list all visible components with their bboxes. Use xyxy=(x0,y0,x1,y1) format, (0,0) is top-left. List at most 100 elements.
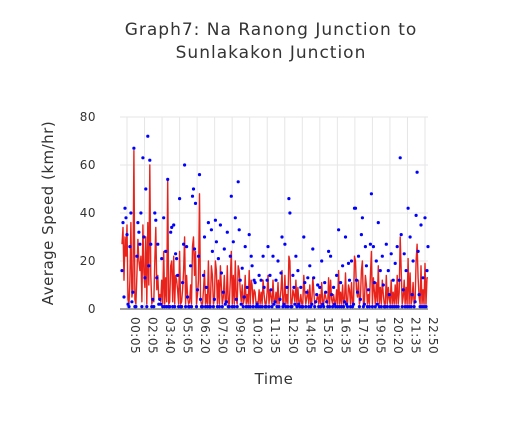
speed-point xyxy=(257,273,261,277)
speed-point xyxy=(354,278,359,282)
speed-point xyxy=(421,276,425,280)
speed-point xyxy=(355,290,360,294)
speed-point xyxy=(248,305,252,309)
speed-point xyxy=(138,242,142,246)
speed-point xyxy=(174,252,178,256)
speed-point xyxy=(380,254,384,258)
speed-point xyxy=(242,295,246,299)
speed-point xyxy=(166,177,170,181)
speed-point xyxy=(401,288,405,292)
speed-point xyxy=(220,305,224,309)
speed-point xyxy=(309,305,313,309)
speed-point xyxy=(416,249,420,253)
speed-point xyxy=(135,254,139,258)
speed-point xyxy=(146,134,150,138)
x-axis-ticks: 00:05 02:05 03:40 05:05 06:20 07:50 09:05 10:20… xyxy=(128,317,440,354)
x-tick-label: 20:20 xyxy=(391,317,405,354)
speed-point xyxy=(368,242,372,246)
speed-point xyxy=(267,305,271,309)
speed-point xyxy=(325,300,329,304)
speed-point xyxy=(231,240,235,244)
speed-point xyxy=(142,235,146,239)
speed-point xyxy=(130,300,134,304)
speed-point xyxy=(335,273,339,277)
speed-point xyxy=(360,216,364,220)
speed-point xyxy=(182,242,186,246)
speed-point xyxy=(357,305,361,309)
speed-point xyxy=(419,223,423,227)
speed-point xyxy=(358,297,362,301)
speed-point xyxy=(315,293,319,297)
speed-point xyxy=(308,264,312,268)
x-tick-label: 10:20 xyxy=(251,317,265,354)
speed-point xyxy=(164,249,168,253)
speed-point xyxy=(224,300,228,304)
speed-point xyxy=(160,257,164,261)
speed-point xyxy=(359,233,363,237)
speed-point xyxy=(186,295,190,299)
speed-point xyxy=(369,192,373,196)
speed-point xyxy=(400,305,404,309)
speed-point xyxy=(318,285,322,289)
speed-point xyxy=(391,278,395,282)
speed-point xyxy=(253,281,257,285)
x-tick-label: 11:35 xyxy=(268,317,282,354)
speed-point xyxy=(201,273,206,277)
speed-point xyxy=(152,305,156,309)
speed-point xyxy=(417,293,421,297)
speed-point xyxy=(151,297,155,301)
speed-point xyxy=(409,305,413,309)
x-tick-label: 00:05 xyxy=(128,317,142,354)
speed-point xyxy=(293,302,297,306)
speed-point xyxy=(295,305,299,309)
speed-point xyxy=(219,271,223,275)
speed-point xyxy=(212,297,216,301)
speed-point xyxy=(189,305,194,309)
speed-point xyxy=(292,285,296,289)
speed-point xyxy=(281,305,285,309)
speed-point xyxy=(346,261,351,265)
speed-point xyxy=(176,273,180,277)
speed-point xyxy=(209,228,213,232)
speed-point xyxy=(189,264,193,268)
speed-point xyxy=(285,285,289,289)
speed-point xyxy=(250,264,254,268)
speed-point xyxy=(349,259,354,263)
x-tick-label: 14:05 xyxy=(303,317,317,354)
speed-point xyxy=(251,305,255,309)
speed-point xyxy=(294,254,298,258)
speed-point xyxy=(363,245,367,249)
speed-point xyxy=(374,259,378,263)
speed-point xyxy=(249,254,253,258)
speed-point xyxy=(259,278,263,282)
speed-point xyxy=(266,245,270,249)
speed-point xyxy=(331,305,335,309)
speed-point xyxy=(175,257,179,261)
speed-point xyxy=(283,242,287,246)
speed-point xyxy=(245,285,249,289)
speed-point xyxy=(255,302,259,306)
speed-point xyxy=(341,264,345,268)
speed-point xyxy=(126,302,130,306)
speed-point xyxy=(389,252,393,256)
speed-point xyxy=(264,305,268,309)
speed-point xyxy=(247,233,251,237)
speed-point xyxy=(425,269,429,273)
y-tick-label: 0 xyxy=(88,302,96,316)
speed-point xyxy=(136,221,140,225)
speed-point xyxy=(173,305,177,309)
speed-point xyxy=(342,305,346,309)
y-tick-label: 80 xyxy=(80,110,96,124)
x-tick-label: 17:50 xyxy=(356,317,370,354)
speed-point xyxy=(399,233,403,237)
speed-point xyxy=(413,300,417,304)
speed-point xyxy=(387,293,391,297)
speed-point xyxy=(287,197,291,201)
speed-point xyxy=(386,269,390,273)
speed-point xyxy=(128,245,132,249)
x-tick-label: 06:20 xyxy=(198,317,212,354)
speed-point xyxy=(170,225,174,229)
speed-point xyxy=(296,269,300,273)
speed-point xyxy=(211,305,215,309)
x-tick-label: 21:35 xyxy=(408,317,422,354)
